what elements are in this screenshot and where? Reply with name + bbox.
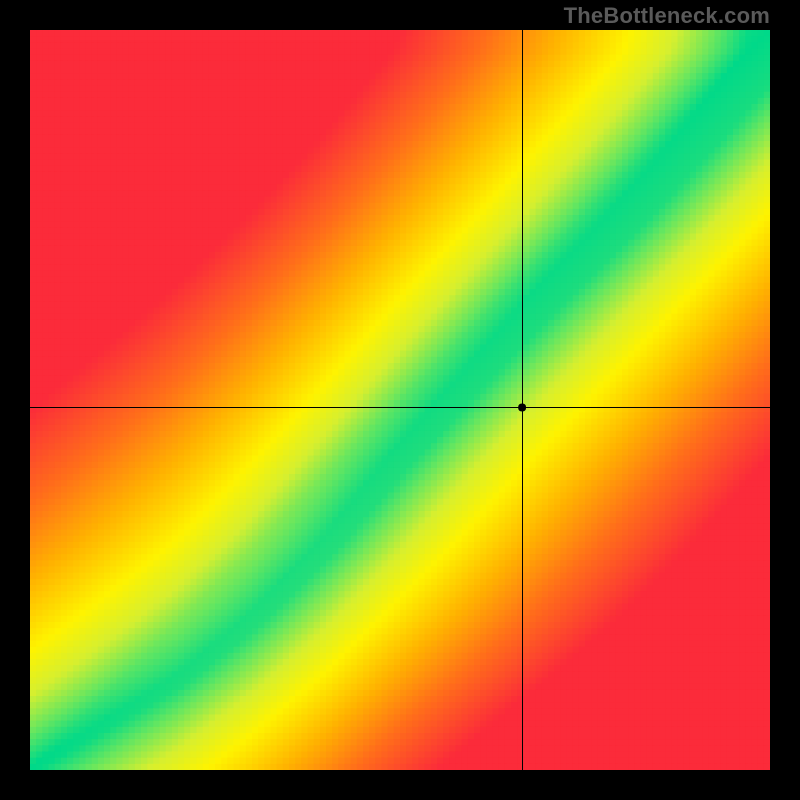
heatmap-plot bbox=[30, 30, 770, 770]
chart-container: TheBottleneck.com bbox=[0, 0, 800, 800]
heatmap-canvas bbox=[30, 30, 770, 770]
watermark-text: TheBottleneck.com bbox=[564, 3, 770, 29]
